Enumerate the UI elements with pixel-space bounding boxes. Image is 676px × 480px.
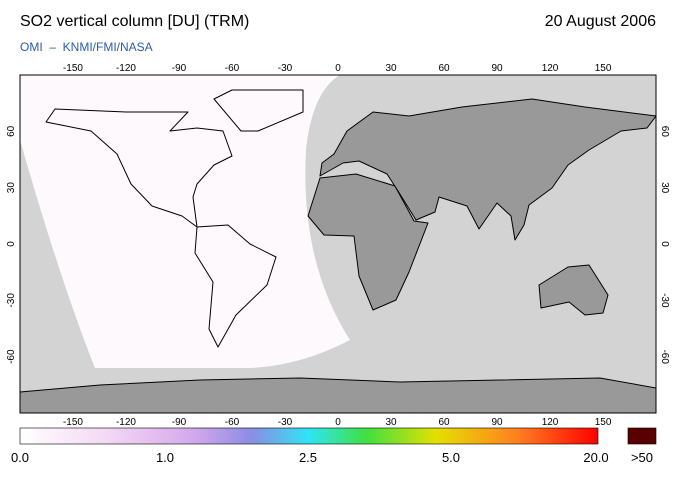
lat-label: 30 (659, 182, 670, 194)
colorbar-overflow (627, 427, 657, 445)
graticule-labels: -150 -150 -120 -120 -90 -90 -60 -60 -30 -30 0 0 30 30… (6, 63, 670, 428)
lon-label: -30 (278, 417, 293, 428)
lon-label: -120 (116, 63, 136, 74)
north-america (45, 108, 233, 228)
colorbar-label: 5.0 (442, 450, 460, 465)
lon-label: 0 (335, 417, 341, 428)
lon-label: 0 (335, 63, 341, 74)
lat-label: -60 (659, 349, 670, 364)
lat-label: 30 (6, 182, 17, 194)
south-america (194, 224, 277, 348)
lon-label: -120 (116, 417, 136, 428)
lon-label: 60 (438, 417, 450, 428)
lon-label: -60 (225, 417, 240, 428)
lon-label: 90 (491, 417, 503, 428)
lat-label: -30 (659, 293, 670, 308)
lon-label: 60 (438, 63, 450, 74)
lon-label: 30 (385, 417, 397, 428)
lat-label: 60 (659, 126, 670, 138)
lon-label: -30 (278, 63, 293, 74)
map-frame (19, 74, 657, 414)
antarctica (20, 377, 656, 413)
source: OMI – KNMI/FMI/NASA (20, 40, 153, 54)
colorbar (19, 427, 599, 445)
lon-label: -150 (63, 417, 83, 428)
lon-label: 120 (542, 63, 559, 74)
lon-label: -90 (172, 63, 187, 74)
lon-label: 120 (542, 417, 559, 428)
australia (538, 264, 609, 316)
lon-label: 90 (491, 63, 503, 74)
map (20, 75, 656, 413)
eurasia (319, 98, 656, 241)
lon-label: -60 (225, 63, 240, 74)
colorbar-label: 1.0 (156, 450, 174, 465)
lon-label: 150 (595, 417, 612, 428)
satellite-swath (20, 75, 350, 368)
colorbar-label: 20.0 (583, 450, 608, 465)
lat-label: -60 (6, 349, 17, 364)
lon-label: -90 (172, 417, 187, 428)
greenland (213, 89, 304, 132)
lat-label: 60 (6, 125, 17, 137)
colorbar-label: >50 (631, 450, 653, 465)
lon-label: -150 (63, 63, 83, 74)
colorbar-label: 0.0 (11, 450, 29, 465)
lat-label: 0 (6, 241, 17, 247)
lon-label: 30 (385, 63, 397, 74)
africa (307, 173, 429, 311)
lat-label: -30 (6, 293, 17, 308)
lon-label: 150 (595, 63, 612, 74)
lat-label: 0 (659, 241, 670, 247)
date: 20 August 2006 (545, 13, 656, 30)
colorbar-label: 2.5 (299, 450, 317, 465)
title: SO2 vertical column [DU] (TRM) (20, 13, 249, 30)
